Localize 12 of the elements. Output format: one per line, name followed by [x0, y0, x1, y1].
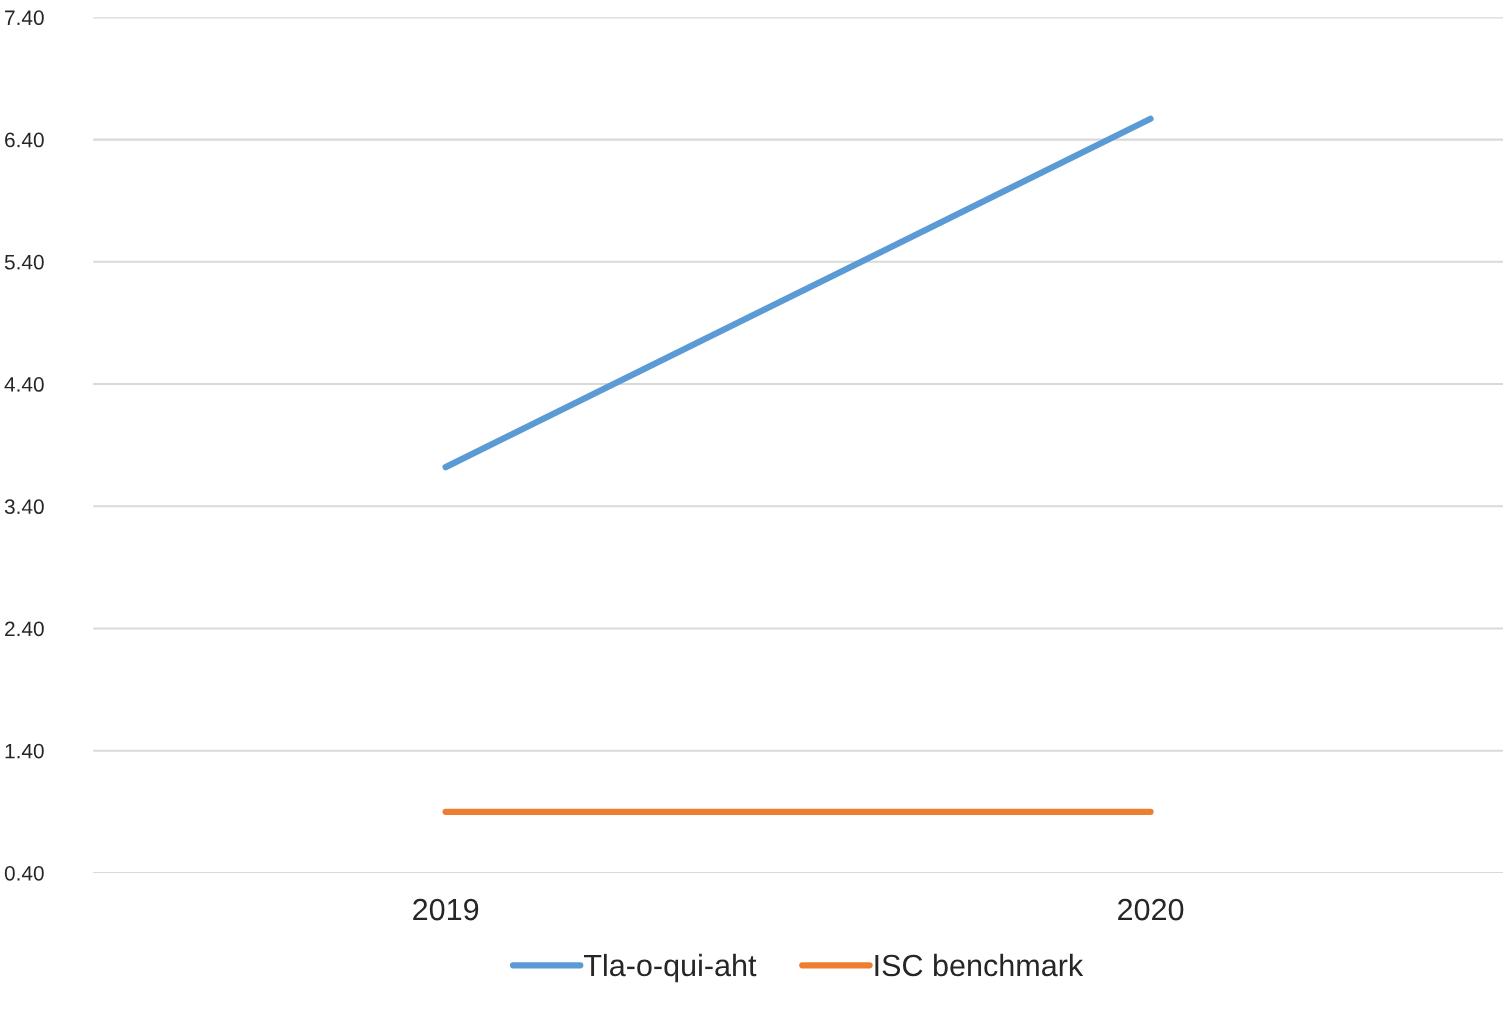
- x-tick-label: 2019: [413, 898, 479, 921]
- y-tick-label: 0.40: [4, 865, 44, 881]
- y-tick-label: 2.40: [5, 621, 44, 637]
- y-tick-label: 5.40: [4, 254, 44, 270]
- y-tick-label: 3.40: [4, 499, 44, 515]
- y-tick-label: 1.40: [5, 743, 44, 759]
- y-tick-label: 7.40: [5, 10, 44, 26]
- legend-label: Tla-o-qui-aht: [583, 953, 757, 983]
- y-tick-label: 4.40: [4, 377, 44, 392]
- x-tick-label: 2020: [1118, 898, 1184, 921]
- legend-label: ISC benchmark: [875, 953, 1084, 977]
- y-tick-label: 6.40: [5, 132, 44, 148]
